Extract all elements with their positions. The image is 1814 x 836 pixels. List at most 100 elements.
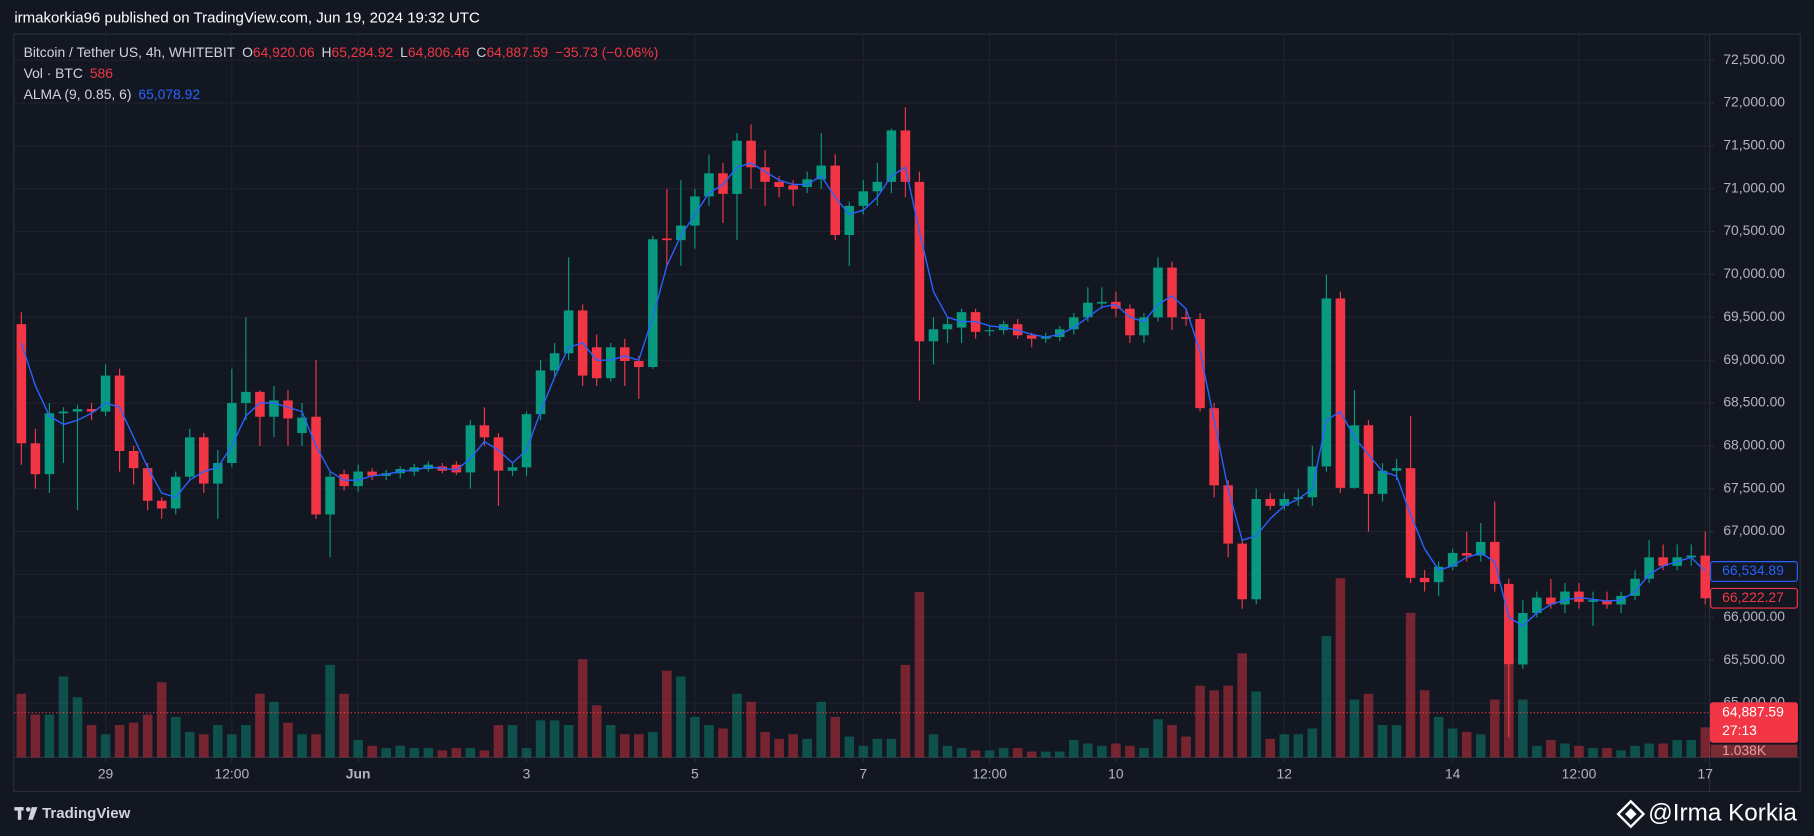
candle-body <box>1209 408 1219 486</box>
volume-bar <box>437 750 448 758</box>
candle-body <box>1461 553 1472 556</box>
candle-body <box>100 375 111 412</box>
volume-bar <box>1307 728 1318 758</box>
watermark: @Irma Korkia <box>1616 799 1797 829</box>
volume-bar <box>1391 724 1402 758</box>
x-tick-label: 12:00 <box>215 765 250 781</box>
volume-bar <box>114 724 125 758</box>
volume-bar <box>1167 724 1177 758</box>
volume-bar <box>914 592 925 758</box>
candle-body <box>58 411 69 414</box>
candle-body <box>844 205 855 236</box>
candle-body <box>72 409 83 412</box>
candle-body <box>128 451 139 469</box>
candle-body <box>942 324 953 330</box>
candle-body <box>676 225 686 241</box>
candle-body <box>227 403 237 464</box>
candle-body <box>1251 499 1261 600</box>
y-tick-label: 72,000.00 <box>1723 94 1785 110</box>
candle-body <box>704 173 714 197</box>
volume-bar <box>1349 699 1360 758</box>
volume-bar <box>367 745 377 758</box>
volume-bar <box>984 750 995 758</box>
candle-body <box>662 238 672 241</box>
publisher-line: irmakorkia96 published on TradingView.co… <box>14 9 480 26</box>
volume-bar <box>577 659 588 758</box>
candle-body <box>984 330 995 332</box>
candle-body <box>928 329 939 342</box>
y-tick-label: 69,500.00 <box>1723 308 1785 324</box>
y-tick-label: 71,500.00 <box>1723 137 1785 153</box>
price-tag <box>1710 587 1798 609</box>
volume-bar <box>283 722 293 758</box>
volume-bar <box>184 731 195 758</box>
volume-bar <box>199 734 209 758</box>
candle-body <box>241 391 251 404</box>
volume-bar <box>1588 748 1598 758</box>
volume-bar <box>535 720 546 758</box>
volume-bar <box>634 734 644 758</box>
legend-alma: ALMA (9, 0.85, 6) 65,078.92 <box>24 85 201 101</box>
candle-body <box>1265 499 1276 506</box>
candle-body <box>788 185 798 190</box>
x-tick-label: 12:00 <box>972 765 1007 781</box>
legend-volume-name: Vol · BTC <box>24 65 83 81</box>
volume-bar <box>1405 612 1416 758</box>
price-tag <box>1710 561 1798 582</box>
volume-bar <box>395 745 406 758</box>
volume-bar <box>86 724 97 758</box>
candle-body <box>816 165 826 180</box>
candle-body <box>1532 597 1542 614</box>
y-tick-label: 72,500.00 <box>1723 51 1785 67</box>
candle-body <box>1518 613 1528 665</box>
y-tick-label: 65,500.00 <box>1723 651 1785 667</box>
y-tick-label: 70,000.00 <box>1723 265 1785 281</box>
candle-body <box>1307 466 1318 498</box>
volume-bar <box>241 724 251 758</box>
y-tick-label: 68,000.00 <box>1723 437 1785 453</box>
x-tick-label: 12 <box>1277 765 1293 781</box>
volume-bar <box>1069 740 1079 758</box>
volume-bar <box>591 705 602 758</box>
volume-bar <box>1181 736 1191 758</box>
candle-body <box>802 179 812 188</box>
volume-bar <box>325 664 335 758</box>
x-tick-label: 29 <box>98 765 114 781</box>
volume-bar <box>998 748 1009 758</box>
volume-bar <box>58 676 69 758</box>
y-tick-label: 68,500.00 <box>1723 394 1785 410</box>
watermark-icon <box>1625 808 1637 820</box>
candle-body <box>507 467 518 471</box>
volume-bar <box>1083 743 1093 758</box>
candle-body <box>1237 543 1247 600</box>
x-tick-label: 10 <box>1108 765 1124 781</box>
candle-body <box>479 425 490 438</box>
candle-body <box>1433 566 1444 583</box>
candle-body <box>1139 317 1149 336</box>
volume-bar <box>1532 745 1542 758</box>
candle-body <box>114 375 125 452</box>
volume-tag-label: 1.038K <box>1722 742 1767 758</box>
candle-body <box>1560 591 1570 605</box>
volume-bar <box>255 693 265 758</box>
candle-body <box>1644 557 1654 579</box>
volume-bar <box>1433 716 1444 758</box>
alma-line <box>20 162 1706 627</box>
candle-body <box>1040 337 1051 339</box>
chart-frame <box>13 33 1801 793</box>
candle-body <box>774 181 784 188</box>
candle-body <box>1419 577 1430 583</box>
volume-bar <box>269 701 279 758</box>
volume-bar <box>1658 743 1668 758</box>
volume-bar <box>928 734 939 758</box>
volume-bar <box>760 731 770 758</box>
legend-volume: Vol · BTC 586 <box>24 65 114 81</box>
candle-body <box>325 476 335 515</box>
volume-bar <box>353 740 363 758</box>
volume-bar <box>774 738 784 758</box>
candle-body <box>1097 301 1107 304</box>
candle-body <box>956 312 967 328</box>
volume-bar <box>1279 734 1290 758</box>
volume-bar <box>900 664 911 758</box>
